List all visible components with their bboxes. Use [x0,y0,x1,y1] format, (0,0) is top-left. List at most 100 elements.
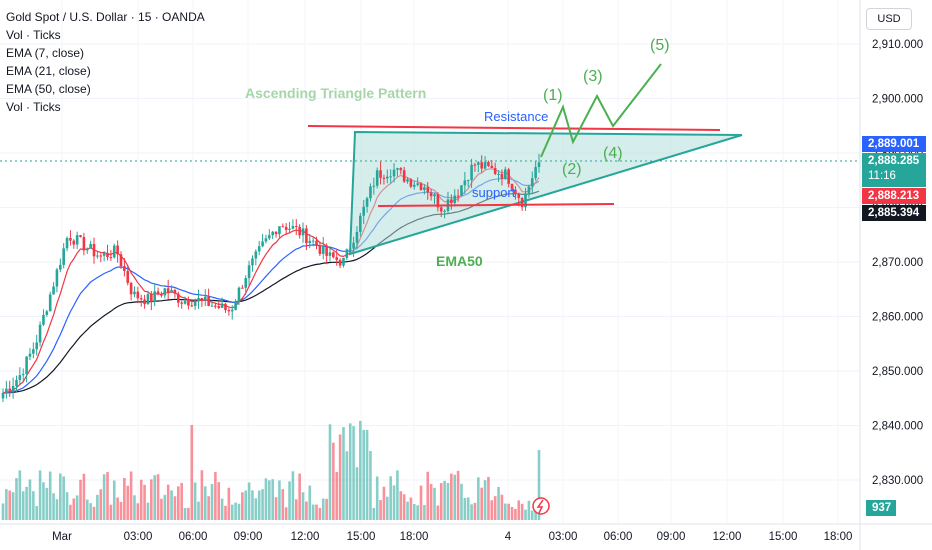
ascending-triangle [348,130,743,256]
candle-body [150,294,153,303]
candle-body [18,375,22,380]
volume-bar [345,451,349,520]
volume-bar [530,510,534,520]
volume-bar [197,501,200,520]
candle-body [52,286,55,295]
volume-bar [234,502,237,520]
volume-bar [338,434,342,520]
volume-bar [507,503,510,520]
candle-body [166,288,170,293]
volume-bar [503,503,507,520]
wave-label-3: (3) [583,68,603,85]
candle-body [328,252,332,256]
indicator-volume[interactable]: Vol · Ticks [6,28,61,42]
candle-body [463,180,467,186]
ema21-price-tag: 2,889.001 [862,136,926,152]
candle-body [220,303,224,308]
candle-body [224,303,227,311]
volume-bar [237,503,241,520]
volume-bar [480,487,483,520]
volume-bar [254,498,258,520]
volume-bar [510,507,514,520]
candle-body [433,194,436,197]
volume-bar [18,470,22,520]
candle-body [227,310,231,312]
volume-bar [456,470,460,520]
volume-bar [92,506,96,520]
volume-bar [318,507,322,520]
candle-body [234,302,237,310]
volume-bar [261,489,264,520]
currency-selector[interactable]: USD [866,8,912,30]
candle-body [72,240,76,245]
volume-bar [227,487,231,520]
candle-body [477,162,480,165]
x-tick-label: Mar [52,531,72,543]
candle-body [274,231,278,235]
candle-body [278,226,281,235]
x-tick-label: 06:00 [604,531,633,543]
volume-bar [359,420,362,520]
candles [1,153,541,403]
volume-bar [278,480,281,520]
candle-body [510,183,514,190]
candle-body [271,231,274,236]
candle-body [315,240,318,246]
indicator-ema7[interactable]: EMA (7, close) [6,46,85,60]
indicator-ema50[interactable]: EMA (50, close) [6,82,91,96]
candle-body [92,244,96,257]
chart-legend: Gold Spot / U.S. Dollar · 15 · OANDA Vol… [6,8,205,116]
volume-bar [520,503,524,520]
x-tick-label: 03:00 [549,531,578,543]
volume-bar [355,467,359,520]
candle-body [106,253,109,258]
candle-body [291,226,295,229]
candle-body [45,311,49,315]
symbol-title[interactable]: Gold Spot / U.S. Dollar · 15 · OANDA [6,10,205,24]
candle-body [382,177,386,179]
volume-bar [288,481,291,520]
candle-body [534,166,537,179]
candle-body [294,226,298,228]
volume-bar [116,497,119,520]
volume-bar [193,482,197,520]
volume-bar [32,491,35,520]
time-axis: Mar 03:00 06:00 09:00 12:00 15:00 18:00 4 03:00 0… [52,531,852,543]
candle-body [480,162,483,169]
candle-body [1,392,5,399]
candle-body [59,264,62,270]
candle-body [527,186,531,194]
candle-body [156,291,160,295]
volume-bar [99,489,103,520]
volume-bar [55,499,59,520]
candle-body [48,294,52,312]
indicator-volume-2[interactable]: Vol · Ticks [6,100,61,114]
indicator-ema21[interactable]: EMA (21, close) [6,64,91,78]
volume-bar [82,473,86,520]
candle-body [146,294,150,305]
volume-bar [379,500,382,520]
candle-body [32,349,35,354]
wave-projection [540,63,662,158]
volume-bar [281,489,285,520]
candle-body [524,193,527,208]
volume-bar [244,490,248,520]
volume-bar [392,485,396,520]
volume-bar [490,500,494,520]
volume-bar [301,492,305,520]
candle-body [136,291,140,299]
x-tick-label: 12:00 [713,531,742,543]
candle-body [28,353,32,357]
candle-body [207,296,210,307]
volume-bar [274,497,278,520]
candle-body [139,298,143,300]
x-tick-label: 12:00 [291,531,320,543]
replay-icon[interactable] [532,497,550,515]
pattern-title: Ascending Triangle Pattern [245,85,426,101]
candle-body [402,170,406,182]
candle-body [298,226,301,236]
candle-body [338,259,342,266]
y-tick-label: 2,910.000 [872,39,923,51]
volume-bar [332,442,335,520]
